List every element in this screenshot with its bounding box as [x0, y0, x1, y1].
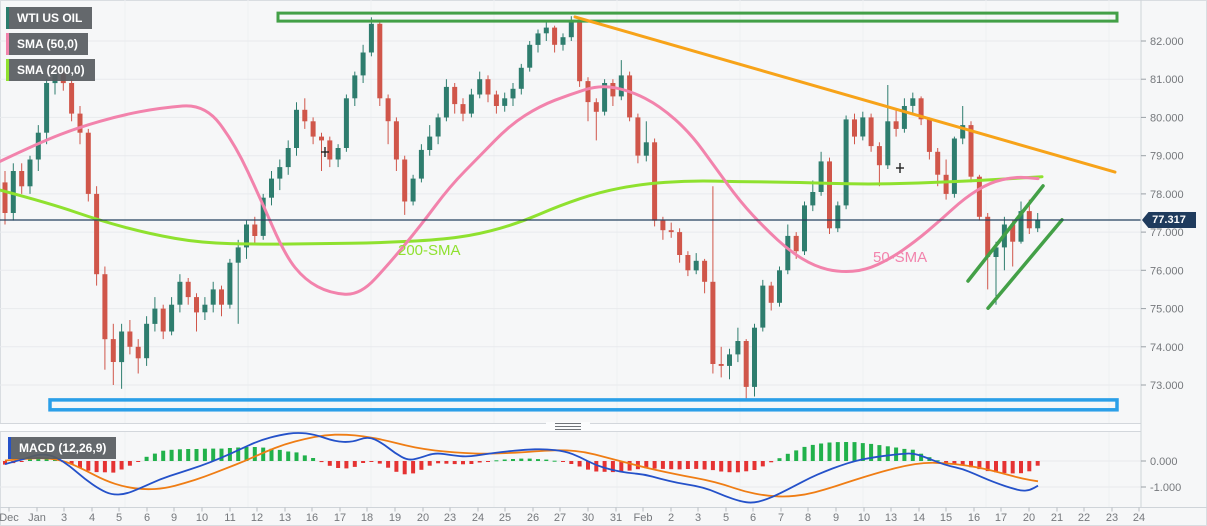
svg-text:81.000: 81.000	[1150, 74, 1184, 86]
svg-text:6: 6	[750, 512, 756, 524]
svg-text:9: 9	[171, 512, 177, 524]
svg-text:24: 24	[472, 512, 484, 524]
svg-text:18: 18	[361, 512, 373, 524]
svg-text:2: 2	[668, 512, 674, 524]
svg-text:9: 9	[833, 512, 839, 524]
svg-text:11: 11	[224, 512, 235, 524]
svg-text:13: 13	[279, 512, 291, 524]
macd-line	[4, 432, 1039, 504]
svg-text:26: 26	[527, 512, 539, 524]
symbol-label: WTI US OIL	[17, 11, 83, 25]
sma200-line[interactable]	[0, 175, 1044, 246]
svg-text:75.000: 75.000	[1150, 304, 1184, 316]
symbol-color-swatch	[6, 7, 9, 29]
svg-text:79.000: 79.000	[1150, 151, 1184, 163]
legend-item-sma50[interactable]: SMA (50,0)	[6, 33, 88, 55]
annotation-200-sma[interactable]: 200-SMA	[398, 242, 461, 259]
macd-color-swatch	[8, 437, 11, 459]
ascending-channel-line-2[interactable]	[986, 218, 1064, 310]
svg-text:21: 21	[1051, 512, 1063, 524]
svg-text:10: 10	[196, 512, 208, 524]
svg-text:76.000: 76.000	[1150, 265, 1184, 277]
sma50-color-swatch	[6, 33, 9, 55]
svg-text:6: 6	[144, 512, 150, 524]
svg-text:22: 22	[1078, 512, 1090, 524]
macd-histogram	[3, 442, 1040, 475]
svg-text:74.000: 74.000	[1150, 342, 1184, 354]
svg-text:3: 3	[61, 512, 67, 524]
date-axis: Dec Jan 3 4 5 6 9 10 11 12 13 16 17 18 19 20 23 24 25 26 27 3…	[0, 507, 1145, 524]
svg-text:7: 7	[778, 512, 784, 524]
svg-text:Jan: Jan	[28, 512, 46, 524]
svg-text:5: 5	[116, 512, 122, 524]
svg-text:8: 8	[805, 512, 811, 524]
svg-text:30: 30	[582, 512, 594, 524]
svg-text:17: 17	[995, 512, 1007, 524]
svg-text:3: 3	[695, 512, 701, 524]
svg-text:16: 16	[968, 512, 980, 524]
svg-text:20: 20	[417, 512, 429, 524]
indicator-legend: WTI US OIL SMA (50,0) SMA (200,0)	[6, 7, 95, 85]
svg-text:25: 25	[499, 512, 511, 524]
svg-text:23: 23	[444, 512, 456, 524]
svg-text:15: 15	[940, 512, 952, 524]
sma50-label: SMA (50,0)	[17, 37, 78, 51]
svg-text:73.000: 73.000	[1150, 380, 1184, 392]
svg-text:23: 23	[1106, 512, 1118, 524]
pane-separators	[0, 0, 1207, 508]
current-price-badge: 77.317	[1142, 212, 1196, 228]
support-zone[interactable]	[48, 398, 1119, 412]
svg-text:Dec: Dec	[0, 512, 19, 524]
candles	[2, 16, 1041, 400]
svg-text:19: 19	[389, 512, 401, 524]
sma200-label: SMA (200,0)	[17, 63, 85, 77]
svg-text:13: 13	[885, 512, 897, 524]
svg-text:77.000: 77.000	[1150, 227, 1184, 239]
annotation-50-sma[interactable]: 50-SMA	[873, 249, 928, 266]
svg-text:5: 5	[723, 512, 729, 524]
svg-text:-1.000: -1.000	[1150, 482, 1181, 494]
descending-trendline[interactable]	[573, 15, 1117, 174]
svg-text:12: 12	[251, 512, 263, 524]
legend-item-macd[interactable]: MACD (12,26,9)	[8, 437, 117, 459]
svg-text:24: 24	[1133, 512, 1145, 524]
svg-text:80.000: 80.000	[1150, 112, 1184, 124]
svg-text:14: 14	[913, 512, 925, 524]
svg-text:82.000: 82.000	[1150, 36, 1184, 48]
macd-axis: 0.000 -1.000	[1141, 456, 1181, 494]
svg-text:27: 27	[554, 512, 566, 524]
pane-splitter-handle[interactable]	[546, 422, 590, 431]
svg-text:10: 10	[858, 512, 870, 524]
svg-text:17: 17	[334, 512, 346, 524]
svg-text:31: 31	[610, 512, 622, 524]
svg-text:20: 20	[1023, 512, 1035, 524]
macd-signal-line	[4, 433, 1039, 498]
svg-text:16: 16	[306, 512, 318, 524]
sma50-line[interactable]	[0, 85, 1040, 296]
svg-text:78.000: 78.000	[1150, 189, 1184, 201]
cross-markers	[321, 147, 904, 173]
svg-text:4: 4	[89, 512, 95, 524]
svg-text:0.000: 0.000	[1150, 456, 1178, 468]
sma200-color-swatch	[6, 59, 9, 81]
legend-item-sma200[interactable]: SMA (200,0)	[6, 59, 95, 81]
macd-legend: MACD (12,26,9)	[8, 437, 117, 459]
price-axis: 82.000 81.000 80.000 79.000 78.000 77.000 76.0…	[1141, 36, 1184, 392]
ascending-channel-line-1[interactable]	[966, 184, 1045, 283]
svg-text:Feb: Feb	[634, 512, 653, 524]
grid-lines	[0, 40, 1141, 488]
legend-item-symbol[interactable]: WTI US OIL	[6, 7, 93, 29]
macd-label: MACD (12,26,9)	[19, 441, 107, 455]
resistance-zone[interactable]	[276, 11, 1119, 23]
